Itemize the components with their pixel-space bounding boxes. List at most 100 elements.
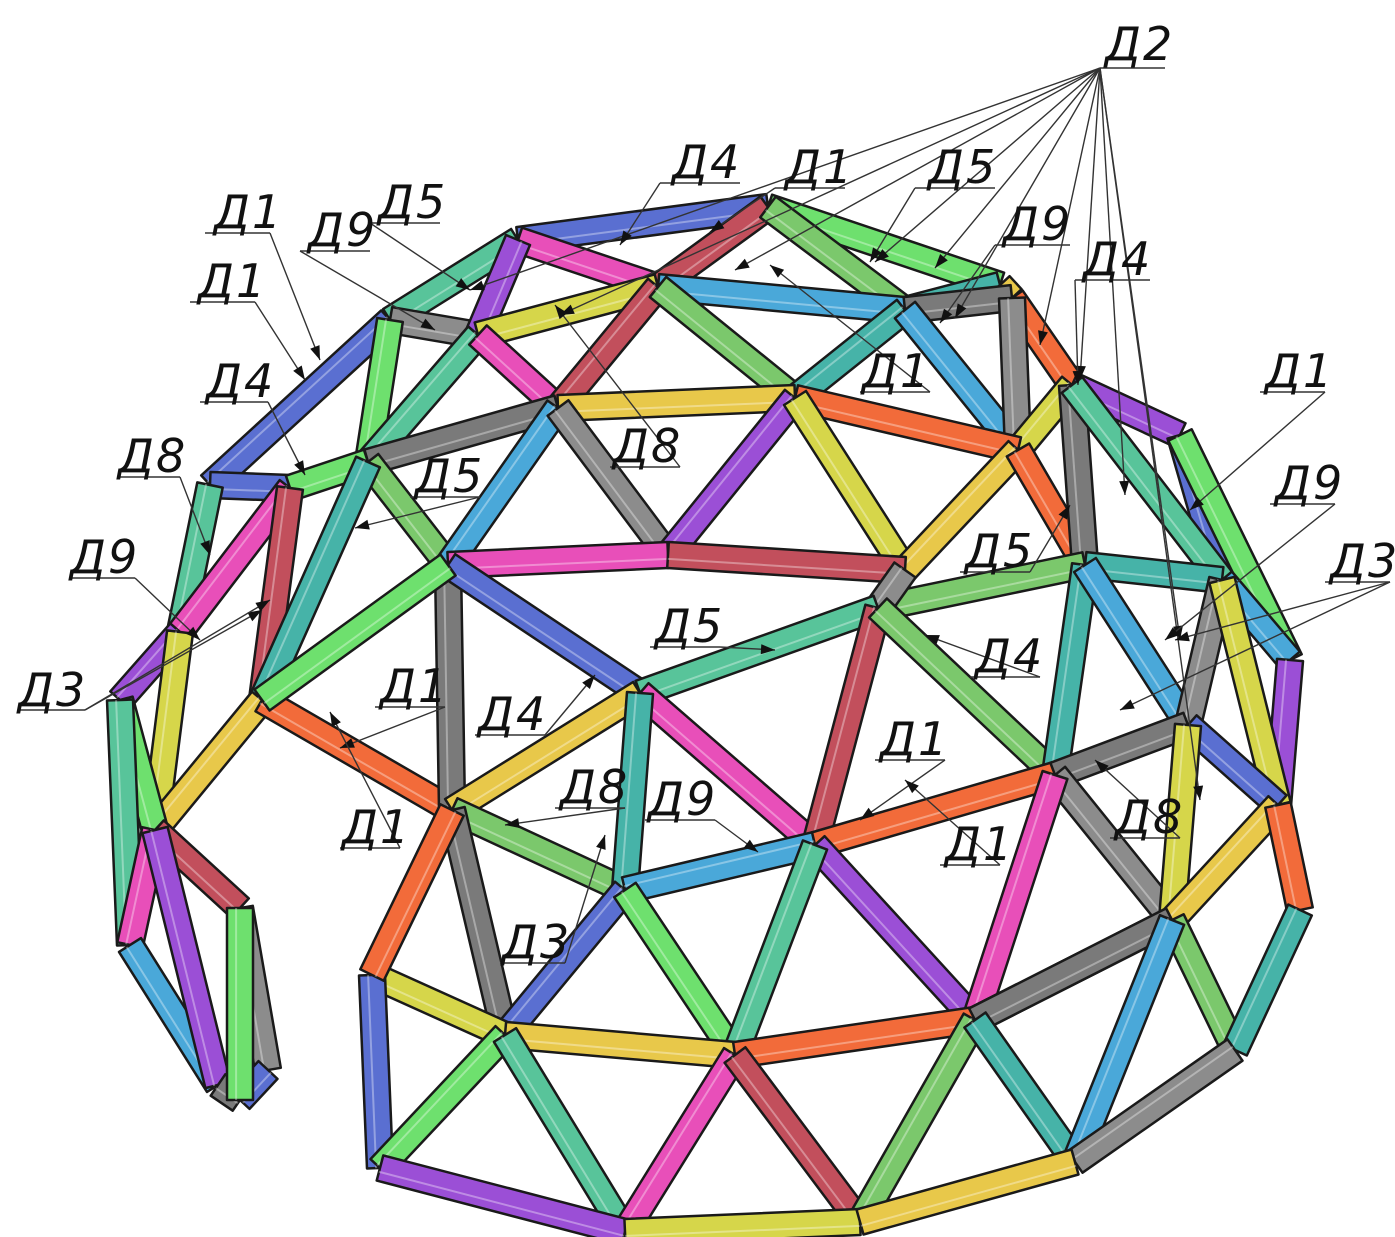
leader-arrowhead (420, 318, 435, 330)
strut-highlight (970, 773, 1053, 1020)
strut-highlight (667, 557, 905, 575)
leader-line (1164, 503, 1336, 641)
strut-highlight (731, 1056, 858, 1225)
leader-line (504, 807, 626, 826)
strut-highlight (620, 692, 638, 890)
strut-highlight (625, 1224, 861, 1237)
leader-arrowhead (582, 675, 595, 689)
leader-arrowhead (1175, 631, 1190, 642)
leader-line (859, 759, 946, 821)
leader-arrowhead (1193, 785, 1204, 800)
strut-highlight (1217, 580, 1276, 807)
label-d1-low-left: Д1 (340, 800, 411, 854)
strut (967, 907, 1180, 1033)
strut-highlight (1072, 1045, 1234, 1160)
strut-highlight (443, 565, 450, 811)
leader-line (1099, 67, 1126, 496)
strut-highlight (623, 840, 815, 888)
strut (855, 1148, 1080, 1236)
leader-line (369, 222, 471, 291)
strut-highlight (478, 289, 660, 340)
strut-highlight (367, 975, 378, 1169)
leader-arrowhead (596, 835, 606, 850)
leader-arrowhead (294, 460, 305, 475)
label-d5-left: Д5 (376, 175, 447, 229)
leader-arrowhead (1165, 627, 1180, 640)
leader-arrowhead (455, 278, 470, 290)
strut-highlight (810, 606, 876, 845)
label-d1-low-right: Д1 (943, 817, 1014, 871)
strut-highlight (657, 289, 905, 315)
leader-line (1189, 391, 1326, 511)
label-d4-right-mid: Д4 (973, 629, 1044, 683)
strut-highlight (855, 1017, 973, 1221)
strut-highlight (664, 394, 793, 554)
label-d8-mid: Д8 (611, 419, 682, 473)
strut-highlight (791, 306, 904, 396)
leader-line (269, 232, 321, 361)
strut (1264, 801, 1314, 914)
leader-arrowhead (1038, 330, 1048, 345)
leader-arrowhead (875, 249, 889, 262)
leader-line (559, 67, 1101, 316)
leader-line (954, 67, 1101, 319)
strut-highlight (447, 810, 503, 1037)
leader-line (339, 706, 446, 749)
leader-arrowhead (555, 305, 568, 320)
leader-arrowhead (330, 712, 341, 727)
leader-arrowhead (1072, 370, 1083, 385)
strut-highlight (443, 405, 556, 564)
leader-line (84, 609, 263, 711)
part-labels: Д2 Д4 Д1 Д5 Д9 Д4 Д1 Д9 Д5 Д1 Д4 Д8 Д9 Д… (16, 17, 1395, 969)
strut-highlight (376, 1031, 503, 1166)
strut-highlight (257, 459, 366, 699)
leader-line (874, 67, 1101, 263)
strut (369, 1024, 516, 1179)
leader-line (904, 779, 1001, 866)
strut (665, 540, 908, 585)
leader-line (939, 244, 996, 324)
leader-line (1094, 759, 1181, 839)
label-d5-top: Д5 (926, 140, 997, 194)
strut (723, 1045, 872, 1232)
strut-highlight (878, 567, 1087, 613)
strut-highlight (364, 331, 476, 461)
leader-line (769, 264, 931, 393)
strut-highlight (1067, 385, 1083, 566)
label-d8-low: Д8 (558, 760, 629, 814)
label-d5-center: Д5 (653, 599, 724, 653)
leader-line (564, 834, 606, 964)
strut-highlight (504, 1037, 735, 1060)
strut-highlight (1084, 567, 1222, 585)
leader-line (934, 67, 1101, 269)
strut-highlight (901, 446, 1016, 568)
leader-arrowhead (1120, 699, 1135, 710)
strut-highlight (901, 311, 1016, 454)
label-d1-top: Д1 (783, 140, 854, 194)
leader-arrowhead (310, 345, 320, 360)
strut-highlight (1050, 564, 1083, 775)
leader-line (299, 250, 436, 331)
leader-arrowhead (935, 254, 948, 268)
leader-line (1074, 279, 1079, 386)
label-d9-far-left: Д9 (68, 530, 139, 584)
strut-highlight (259, 702, 451, 815)
strut (1082, 550, 1225, 595)
strut-highlight (176, 484, 288, 631)
strut-highlight (175, 484, 208, 632)
strut-highlight (790, 399, 903, 573)
strut-highlight (976, 922, 1175, 1025)
strut (225, 906, 255, 1102)
leader-line (1079, 67, 1101, 381)
leader-line (134, 577, 201, 641)
strut-highlight (378, 1170, 625, 1237)
leader-arrowhead (247, 610, 262, 622)
strut (790, 384, 1023, 464)
label-d1-center-right: Д1 (878, 712, 949, 766)
strut-highlight (1056, 727, 1190, 780)
strut (253, 553, 457, 712)
strut-highlight (206, 316, 389, 483)
strut-highlight (369, 977, 504, 1040)
label-d4-right-top: Д4 (1081, 232, 1152, 286)
label-d8-right-low: Д8 (1113, 790, 1184, 844)
